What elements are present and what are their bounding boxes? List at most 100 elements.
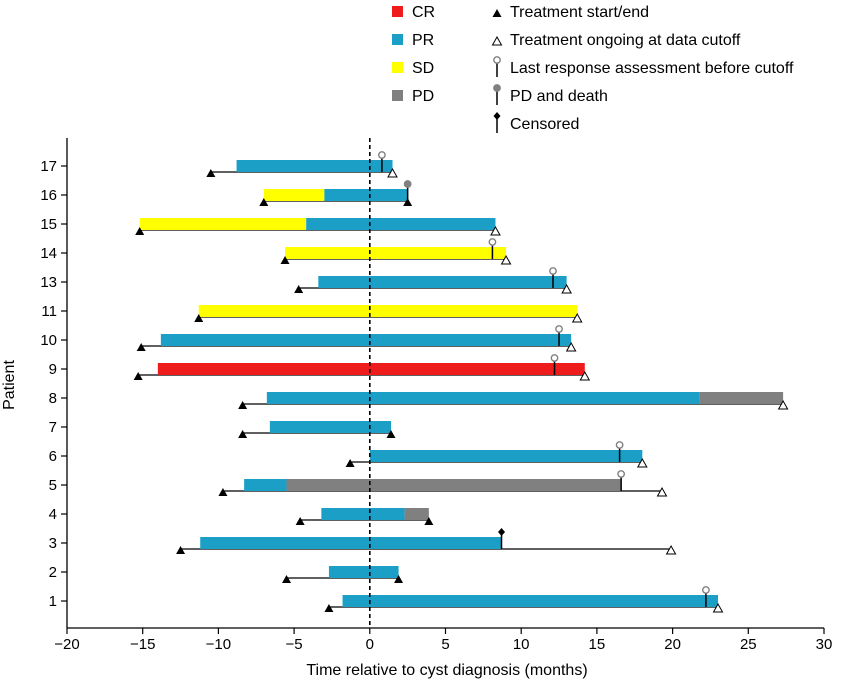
y-tick-label-7: 7 xyxy=(49,419,57,436)
ongoing-marker-13 xyxy=(561,283,572,294)
axes: 17 16 15 14 13 11 10 9 8 7 6 5 4 3 2 1 −20 −15 −10 −5 0 5 10 15… xyxy=(40,138,832,653)
plot-area xyxy=(133,151,789,613)
start-marker-13 xyxy=(294,285,304,293)
bar-5-pr-0 xyxy=(244,479,287,491)
legend-label-censored: Censored xyxy=(510,116,579,133)
pd-death-pin-16 xyxy=(403,180,412,201)
last-assessment-pin-9 xyxy=(550,354,559,375)
y-tick-label-17: 17 xyxy=(40,158,57,175)
legend-item-sd: SD xyxy=(392,60,434,77)
patient-row-5 xyxy=(218,470,668,497)
patient-row-2 xyxy=(282,566,404,583)
ongoing-marker-5 xyxy=(656,486,668,497)
legend-label-last-assessment: Last response assessment before cutoff xyxy=(510,60,794,77)
start-marker-16 xyxy=(259,198,269,206)
patient-row-8 xyxy=(238,392,789,410)
patient-row-17 xyxy=(206,151,398,178)
last-assessment-pin-6 xyxy=(615,441,624,462)
legend-pd-death-pin xyxy=(493,84,501,105)
y-tick-label-3: 3 xyxy=(49,535,57,552)
bar-10-pr-0 xyxy=(160,334,572,346)
last-assessment-pin-14-head xyxy=(488,238,497,246)
start-marker-8 xyxy=(238,401,248,409)
patient-row-13 xyxy=(294,267,572,294)
legend-swatch-pd xyxy=(392,90,403,101)
x-tick-label-9: 25 xyxy=(740,636,757,653)
x-tick-label-6: 10 xyxy=(513,636,530,653)
last-assessment-pin-5-head xyxy=(617,470,626,478)
end-marker-2 xyxy=(394,575,404,583)
bar-14-sd-0 xyxy=(285,247,507,259)
bar-15-pr-1 xyxy=(306,218,496,230)
last-assessment-pin-13 xyxy=(549,267,557,288)
last-assessment-pin-10-head xyxy=(555,325,563,333)
legend-last-assessment-pin-head xyxy=(493,56,501,64)
patient-row-1 xyxy=(324,586,724,613)
bar-16-pr-1 xyxy=(324,189,408,201)
start-marker-4 xyxy=(295,517,305,525)
last-assessment-pin-10 xyxy=(555,325,563,346)
legend-pd-death-pin-head xyxy=(493,84,501,92)
bar-16-sd-0 xyxy=(263,189,325,201)
x-tick-label-4: 0 xyxy=(366,636,374,653)
patient-row-9 xyxy=(133,354,591,381)
x-tick-label-1: −15 xyxy=(130,636,155,653)
ongoing-marker-6 xyxy=(636,457,648,468)
y-tick-label-1: 1 xyxy=(49,593,57,610)
y-tick-label-2: 2 xyxy=(49,564,57,581)
censored-marker-3-head xyxy=(498,528,506,536)
censored-marker-3 xyxy=(498,528,506,549)
ongoing-marker-14 xyxy=(500,254,512,265)
last-assessment-pin-14 xyxy=(488,238,497,259)
ongoing-marker-9 xyxy=(579,370,591,381)
legend-item-pd: PD xyxy=(392,88,434,105)
y-tick-label-14: 14 xyxy=(40,245,57,262)
legend: CR PR SD PD Treatment start/end Treatment ong… xyxy=(392,4,794,133)
patient-row-15 xyxy=(135,218,501,236)
x-axis-title: Time relative to cyst diagnosis (months) xyxy=(306,662,587,679)
last-assessment-pin-9-head xyxy=(550,354,559,362)
bar-15-sd-0 xyxy=(139,218,307,230)
start-marker-14 xyxy=(280,256,290,264)
legend-label-pd: PD xyxy=(412,88,434,105)
x-tick-label-2: −10 xyxy=(206,636,231,653)
bar-9-cr-0 xyxy=(157,363,585,375)
last-assessment-pin-5 xyxy=(617,470,626,491)
y-tick-label-15: 15 xyxy=(40,216,57,233)
patient-row-11 xyxy=(194,305,583,323)
bar-8-pr-0 xyxy=(266,392,700,404)
bar-5-pd-1 xyxy=(286,479,622,491)
legend-swatch-pr xyxy=(392,34,403,45)
legend-label-start-end: Treatment start/end xyxy=(510,4,649,21)
legend-label-pr: PR xyxy=(412,32,434,49)
last-assessment-pin-17-head xyxy=(378,151,386,159)
end-marker-16 xyxy=(403,198,413,206)
y-tick-label-11: 11 xyxy=(41,303,57,320)
ongoing-marker-10 xyxy=(565,341,577,352)
bar-11-sd-0 xyxy=(198,305,578,317)
bar-1-pr-0 xyxy=(342,595,719,607)
start-marker-3 xyxy=(176,546,186,554)
legend-label-pd-death: PD and death xyxy=(510,88,608,105)
bar-3-pr-0 xyxy=(200,537,502,549)
legend-label-sd: SD xyxy=(412,60,434,77)
start-marker-2 xyxy=(282,575,292,583)
end-marker-4 xyxy=(424,517,434,525)
legend-item-pr: PR xyxy=(392,32,434,49)
start-marker-9 xyxy=(133,372,143,380)
patient-row-14 xyxy=(280,238,512,265)
end-marker-7 xyxy=(386,430,396,438)
start-marker-11 xyxy=(194,314,204,322)
patient-row-16 xyxy=(259,180,413,206)
bar-2-pr-0 xyxy=(328,566,399,578)
legend-item-pd-death: PD and death xyxy=(493,84,608,105)
legend-ongoing-marker xyxy=(491,35,503,46)
ongoing-marker-15 xyxy=(490,225,501,236)
start-marker-1 xyxy=(324,604,334,612)
legend-swatch-cr xyxy=(392,6,403,17)
bar-4-pd-1 xyxy=(404,508,429,520)
pd-death-pin-16-head xyxy=(403,180,412,188)
y-tick-label-16: 16 xyxy=(40,187,57,204)
legend-item-censored: Censored xyxy=(493,112,579,133)
